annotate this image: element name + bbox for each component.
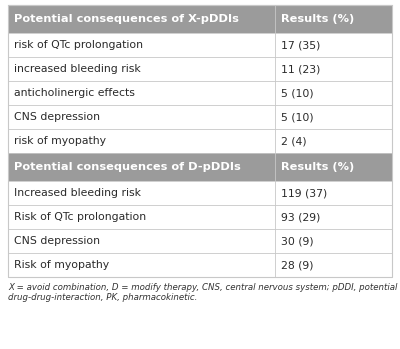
Text: CNS depression: CNS depression [14,112,100,122]
Text: X = avoid combination, D = modify therapy, CNS, central nervous system; pDDI, po: X = avoid combination, D = modify therap… [8,283,397,302]
Text: 30 (9): 30 (9) [281,236,314,246]
Bar [8,153,392,181]
Text: 17 (35): 17 (35) [281,40,320,50]
Text: 11 (23): 11 (23) [281,64,320,74]
Bar [8,229,392,253]
Text: 5 (10): 5 (10) [281,88,314,98]
Text: Risk of QTc prolongation: Risk of QTc prolongation [14,212,146,222]
Bar [8,181,392,205]
Text: Results (%): Results (%) [281,162,354,172]
Bar [8,33,392,57]
Text: risk of myopathy: risk of myopathy [14,136,106,146]
Bar [8,105,392,129]
Text: Results (%): Results (%) [281,14,354,24]
Text: risk of QTc prolongation: risk of QTc prolongation [14,40,143,50]
Text: CNS depression: CNS depression [14,236,100,246]
Bar [8,81,392,105]
Text: 5 (10): 5 (10) [281,112,314,122]
Bar [8,5,392,33]
Bar [8,253,392,277]
Text: Increased bleeding risk: Increased bleeding risk [14,188,141,198]
Text: increased bleeding risk: increased bleeding risk [14,64,141,74]
Bar [8,129,392,153]
Text: 119 (37): 119 (37) [281,188,327,198]
Text: anticholinergic effects: anticholinergic effects [14,88,135,98]
Bar [8,205,392,229]
Text: Potential consequences of X-pDDIs: Potential consequences of X-pDDIs [14,14,239,24]
Text: 2 (4): 2 (4) [281,136,306,146]
Bar [8,5,392,277]
Bar [8,57,392,81]
Text: 28 (9): 28 (9) [281,260,313,270]
Text: 93 (29): 93 (29) [281,212,320,222]
Text: Risk of myopathy: Risk of myopathy [14,260,109,270]
Text: Potential consequences of D-pDDIs: Potential consequences of D-pDDIs [14,162,241,172]
